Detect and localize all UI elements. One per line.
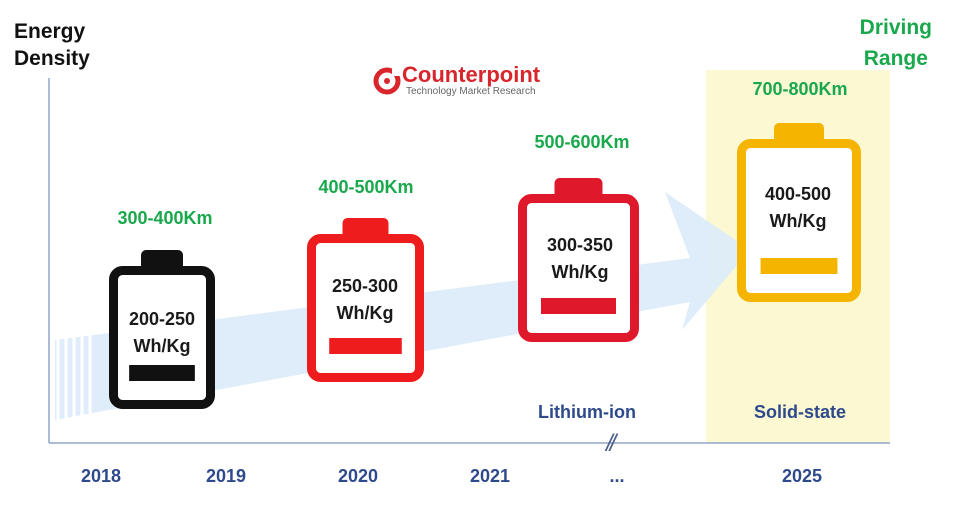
counterpoint-logo: Counterpoint Technology Market Research	[372, 64, 540, 98]
tech-label-lithium-ion: Lithium-ion	[538, 402, 636, 422]
battery-cap	[554, 178, 603, 198]
logo-tagline: Technology Market Research	[406, 86, 536, 97]
x-tick-label: 2025	[781, 466, 823, 486]
battery-charge-bar	[760, 258, 838, 274]
right-axis-label: Driving Range	[859, 16, 932, 70]
tech-label-solid-state: Solid-state	[753, 402, 847, 422]
density-label: 200-250 Wh/Kg	[128, 309, 196, 356]
logo-name: Counterpoint	[402, 62, 541, 87]
battery-cap	[342, 218, 389, 238]
battery-cap	[141, 250, 183, 270]
density-label: 400-500 Wh/Kg	[764, 184, 832, 231]
range-label: 700-800Km	[752, 79, 848, 99]
battery-charge-bar	[129, 365, 195, 381]
axis-break: //	[606, 430, 616, 457]
battery-charge-bar	[329, 338, 402, 354]
range-label: 300-400Km	[117, 208, 213, 228]
range-label: 500-600Km	[534, 132, 630, 152]
y-axis-label: Energy Density	[14, 20, 90, 70]
x-tick-label: 2019	[205, 466, 247, 486]
x-tick-label: 2018	[80, 466, 122, 486]
counterpoint-icon	[373, 67, 401, 95]
battery-charge-bar	[540, 298, 617, 314]
battery-cap	[774, 123, 824, 143]
range-label: 400-500Km	[318, 177, 414, 197]
x-tick-label: 2021	[469, 466, 511, 486]
x-tick-label: 2020	[337, 466, 379, 486]
density-label: 250-300 Wh/Kg	[331, 276, 399, 323]
x-tick-label: ...	[609, 466, 625, 486]
density-label: 300-350 Wh/Kg	[546, 235, 614, 282]
